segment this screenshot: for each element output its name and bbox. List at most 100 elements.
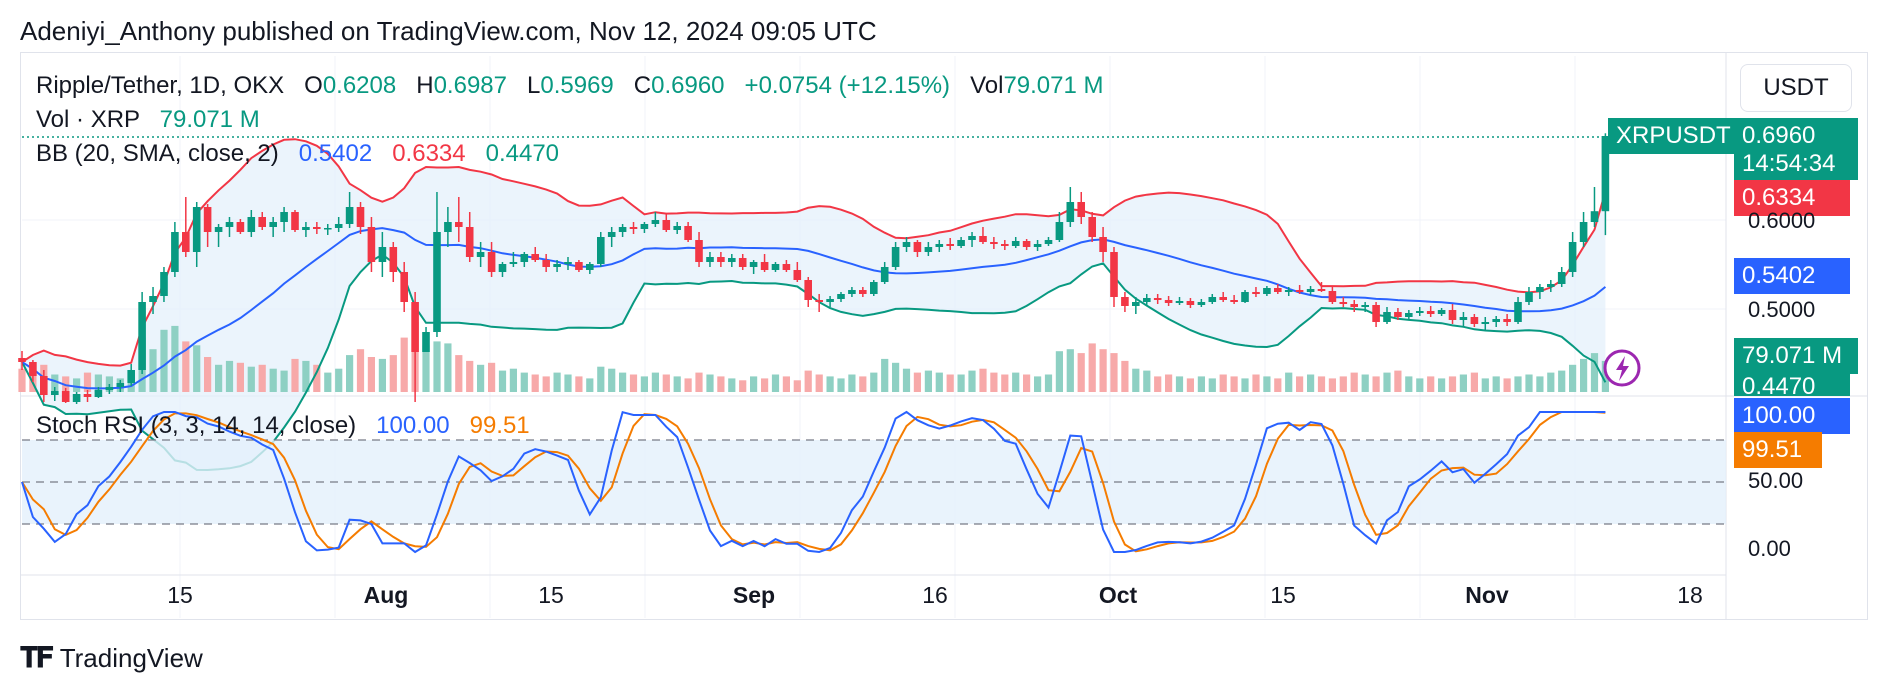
volume-bar bbox=[608, 368, 616, 392]
candle-body bbox=[542, 260, 550, 267]
candle-body bbox=[1437, 310, 1446, 314]
volume-bar bbox=[782, 376, 790, 392]
volume-bar bbox=[1328, 378, 1336, 392]
stoch-k-value: 100.00 bbox=[376, 412, 450, 439]
x-axis-label: 15 bbox=[538, 582, 564, 608]
candle-body bbox=[848, 290, 856, 294]
volume-bar bbox=[706, 374, 714, 392]
volume-bar bbox=[728, 378, 736, 392]
volume-bar bbox=[870, 372, 878, 392]
candle-body bbox=[94, 390, 103, 397]
candle-body bbox=[902, 242, 911, 247]
candle-body bbox=[1579, 222, 1588, 242]
candle-body bbox=[61, 391, 70, 402]
price-axis-label-1: 0.6000 bbox=[1748, 208, 1816, 233]
volume-bar bbox=[1263, 376, 1271, 392]
volume-bar bbox=[1470, 372, 1478, 392]
volume-bar bbox=[575, 376, 583, 392]
volume-bar bbox=[1503, 378, 1511, 392]
volume-bar bbox=[892, 362, 900, 392]
candle-body bbox=[1263, 288, 1271, 294]
bb-label[interactable]: BB (20, SMA, close, 2) bbox=[36, 140, 279, 167]
volume-bar bbox=[739, 380, 747, 392]
candle-body bbox=[203, 207, 212, 232]
candle-body bbox=[597, 237, 605, 264]
candle-body bbox=[1077, 202, 1085, 217]
candle-body bbox=[1132, 302, 1140, 306]
volume-bar bbox=[629, 374, 638, 392]
volume-bar bbox=[1536, 376, 1544, 392]
countdown-tag: 14:54:34 bbox=[1734, 150, 1858, 180]
candle-body bbox=[706, 257, 714, 262]
volume-bar bbox=[793, 380, 801, 392]
volume-bar bbox=[1350, 372, 1358, 392]
volume-bar bbox=[367, 357, 375, 392]
volume-bar bbox=[651, 372, 659, 392]
candle-body bbox=[149, 296, 157, 302]
currency-button[interactable]: USDT bbox=[1740, 64, 1852, 112]
volume-indicator-label[interactable]: Vol · XRP bbox=[36, 106, 140, 133]
candle-body bbox=[1492, 319, 1500, 322]
low-label: L bbox=[527, 72, 541, 99]
candle-body bbox=[1514, 302, 1522, 322]
candle-body bbox=[1383, 312, 1391, 322]
x-axis-label: Sep bbox=[732, 582, 776, 608]
volume-bar bbox=[553, 372, 561, 392]
candle-body bbox=[1044, 240, 1053, 244]
volume-bar bbox=[247, 366, 255, 392]
candle-body bbox=[1252, 292, 1260, 294]
ohlc-legend: Ripple/Tether, 1D, OKX O0.6208 H0.6987 L… bbox=[36, 72, 1104, 100]
stoch-axis-label-0: 0.00 bbox=[1748, 536, 1791, 561]
tradingview-wordmark: TradingView bbox=[59, 643, 203, 673]
tradingview-mark-icon: 𝐓𝐅 bbox=[20, 642, 54, 673]
volume-bar bbox=[1197, 376, 1205, 392]
volume-bar bbox=[1558, 370, 1566, 392]
candle-body bbox=[127, 370, 135, 383]
change-value: +0.0754 (+12.15%) bbox=[744, 72, 951, 99]
volume-bar bbox=[990, 372, 998, 392]
volume-bar bbox=[488, 362, 496, 392]
candle-body bbox=[1295, 290, 1304, 292]
volume-bar bbox=[1448, 376, 1457, 392]
candle-body bbox=[1022, 241, 1031, 247]
candle-body bbox=[1001, 244, 1009, 246]
volume-bar bbox=[1274, 378, 1282, 392]
volume-bar bbox=[640, 376, 648, 392]
candle-body bbox=[1525, 292, 1533, 302]
candle-body bbox=[990, 242, 998, 244]
candle-body bbox=[1208, 297, 1217, 302]
volume-bar bbox=[1394, 370, 1402, 392]
candle-body bbox=[728, 258, 736, 262]
candle-body bbox=[1328, 291, 1337, 302]
volume-bar bbox=[1088, 343, 1096, 392]
volume-bar bbox=[673, 376, 681, 392]
candle-body bbox=[607, 232, 616, 237]
volume-bar bbox=[826, 376, 834, 392]
candle-body bbox=[771, 264, 780, 270]
candle-body bbox=[182, 232, 190, 252]
volume-bar bbox=[695, 372, 703, 392]
stoch-label[interactable]: Stoch RSI (3, 3, 14, 14, close) bbox=[36, 412, 357, 439]
candle-body bbox=[1110, 252, 1118, 297]
candle-body bbox=[957, 240, 965, 246]
candle-body bbox=[509, 262, 518, 264]
candle-body bbox=[455, 222, 463, 227]
candle-body bbox=[618, 227, 627, 232]
tradingview-logo[interactable]: 𝐓𝐅 TradingView bbox=[20, 642, 203, 675]
volume-bar bbox=[750, 376, 758, 392]
volume-bar bbox=[881, 358, 889, 392]
candle-body bbox=[629, 227, 638, 229]
bb-upper-tag: 0.6334 bbox=[1734, 180, 1850, 216]
volume-legend: Vol · XRP 79.071 M bbox=[36, 106, 260, 134]
candle-body bbox=[1164, 300, 1173, 303]
volume-bar bbox=[1110, 353, 1118, 392]
symbol-title[interactable]: Ripple/Tether, 1D, OKX bbox=[36, 72, 285, 99]
candle-body bbox=[673, 226, 681, 230]
volume-bar bbox=[1044, 374, 1053, 392]
volume-bar bbox=[1590, 353, 1599, 392]
candle-body bbox=[1557, 272, 1566, 284]
volume-bar bbox=[1099, 349, 1107, 392]
candle-body bbox=[345, 207, 354, 224]
candle-body bbox=[465, 227, 474, 257]
